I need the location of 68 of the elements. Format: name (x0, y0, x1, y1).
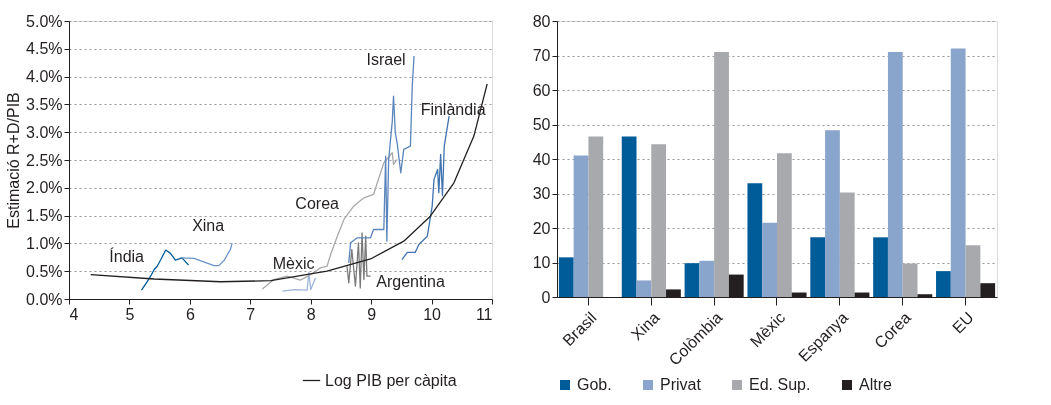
bar (747, 183, 763, 297)
x-tick-label: 7 (246, 305, 256, 323)
bar (621, 136, 637, 297)
bar (699, 260, 715, 297)
x-tick-label: 9 (367, 305, 377, 323)
y-tick-label: 1.5% (26, 207, 63, 225)
x-tick-label: 10 (423, 305, 442, 323)
series-label: Corea (295, 195, 340, 213)
bar (714, 52, 729, 297)
legend-label: Ed. Sup. (749, 376, 811, 393)
line-series (401, 115, 450, 261)
bar (558, 257, 574, 297)
y-tick-label: 1.0% (26, 234, 63, 252)
x-tick-label: 5 (125, 305, 135, 323)
line-series (281, 271, 317, 292)
bar (825, 130, 840, 297)
bar (573, 155, 589, 297)
legend-label: Log PIB per càpita (325, 371, 457, 389)
series-label: Xina (192, 217, 225, 235)
y-tick-label: 4.0% (26, 68, 63, 86)
bar (810, 237, 826, 297)
y-tick-label: 4.5% (26, 40, 63, 58)
series-label: Israel (366, 51, 406, 69)
x-tick-label: 11 (475, 305, 493, 323)
x-tick-label: 4 (69, 305, 79, 323)
y-tick-label: 2.0% (26, 179, 63, 197)
x-tick-label: 6 (185, 305, 195, 323)
bar (902, 263, 918, 297)
x-tick-label: EU (949, 308, 977, 337)
bar (936, 271, 951, 297)
bar (588, 136, 604, 297)
bar (777, 153, 792, 297)
y-tick-label: 0.5% (26, 262, 63, 280)
y-tick-label: 40 (532, 150, 551, 168)
bar (950, 48, 966, 297)
series-label: Mèxic (272, 254, 315, 272)
line-series (346, 232, 372, 289)
bar (965, 245, 981, 297)
y-tick-label: 0 (541, 288, 551, 306)
series-label: Índia (109, 247, 145, 266)
y-tick-label: 5.0% (26, 12, 63, 30)
line-series (348, 55, 415, 264)
y-tick-label: 50 (532, 116, 551, 133)
y-tick-label: 0.0% (26, 290, 63, 308)
y-tick-label: 30 (532, 185, 551, 202)
series-label: Argentina (376, 273, 445, 291)
legend-label: Gob. (577, 376, 612, 393)
y-tick-label: 70 (532, 47, 551, 64)
y-tick-label: 60 (532, 81, 551, 99)
y-tick-label: 3.0% (26, 123, 63, 141)
bar (762, 222, 777, 297)
x-tick-label: Xina (627, 308, 663, 344)
x-tick-label: 8 (306, 305, 316, 323)
y-axis-title: Estimació R+D/PIB (5, 92, 23, 229)
bar (636, 280, 652, 297)
y-tick-label: 80 (532, 12, 551, 30)
bar (684, 263, 700, 297)
line-series (181, 242, 233, 267)
y-tick-label: 2.5% (26, 151, 63, 169)
legend-label: Altre (859, 376, 892, 393)
bar (651, 144, 667, 297)
bar (839, 192, 855, 297)
y-tick-label: 20 (532, 219, 551, 237)
bar (887, 52, 903, 297)
y-tick-label: 3.5% (26, 95, 63, 113)
legend-label: Privat (660, 376, 702, 393)
bar (873, 237, 888, 297)
y-tick-label: 10 (532, 254, 551, 271)
